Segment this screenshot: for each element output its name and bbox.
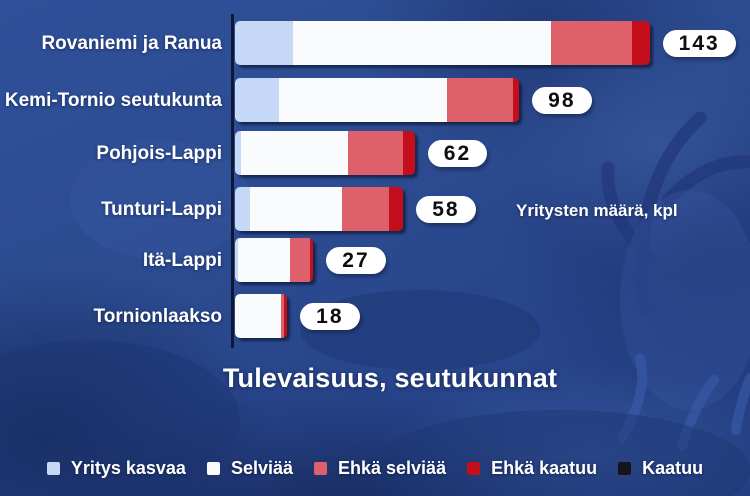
bar-and-badge: 58	[235, 187, 476, 231]
value-badge: 62	[427, 139, 488, 167]
axis-baseline	[231, 14, 234, 348]
bar-segment-selvi-	[293, 21, 552, 65]
value-badge: 27	[326, 246, 386, 274]
legend-label: Yritys kasvaa	[70, 458, 186, 478]
category-label: Rovaniemi ja Ranua	[41, 32, 222, 54]
bar-segment-yritys-kasvaa	[235, 131, 241, 175]
legend-item: Kaatuu	[618, 459, 703, 477]
bar-segment-selvi-	[237, 238, 291, 282]
bar-segment-ehk-selvi-	[290, 238, 311, 282]
legend-item: Yritys kasvaa	[46, 458, 186, 478]
legend-item: Ehkä selviää	[314, 459, 446, 477]
bar-segment-selvi-	[240, 131, 349, 175]
stacked-bar	[235, 187, 404, 231]
value-badge: 98	[532, 86, 592, 114]
bar-row: Itä-Lappi 27	[0, 238, 750, 282]
bar-and-badge: 98	[235, 78, 592, 122]
bar-row: Tunturi-Lappi 58	[0, 187, 750, 231]
category-label: Tunturi-Lappi	[100, 198, 222, 220]
bar-segment-yritys-kasvaa	[235, 78, 279, 122]
stacked-bar	[235, 78, 520, 122]
legend-swatch-icon	[46, 461, 60, 475]
bar-segment-ehk-selvi-	[348, 131, 404, 175]
bar-and-badge: 62	[235, 131, 488, 175]
legend-swatch-icon	[467, 461, 481, 475]
value-badge: 58	[416, 195, 476, 223]
bar-segment-ehk-kaatuu	[403, 131, 415, 175]
bar-segment-ehk-selvi-	[446, 78, 514, 122]
bar-segment-ehk-kaatuu	[310, 238, 314, 282]
legend-item: Selviää	[206, 458, 293, 478]
bar-row: Rovaniemi ja Ranua 143	[0, 21, 750, 65]
bar-segment-ehk-kaatuu	[513, 78, 520, 122]
chart-title: Tulevaisuus, seutukunnat	[222, 363, 558, 393]
value-badge: 18	[300, 302, 360, 330]
category-label: Kemi-Tornio seutukunta	[4, 89, 222, 111]
stacked-bar	[235, 238, 314, 282]
bar-segment-selvi-	[278, 78, 447, 122]
bar-row: Tornionlaakso 18	[0, 294, 750, 338]
bar-and-badge: 18	[235, 294, 360, 338]
bar-segment-ehk-selvi-	[551, 21, 633, 65]
bar-segment-yritys-kasvaa	[235, 187, 250, 231]
legend-item: Ehkä kaatuu	[467, 459, 597, 477]
bar-row: Pohjois-Lappi 62	[0, 131, 750, 175]
legend-label: Selviää	[230, 458, 293, 478]
category-label: Itä-Lappi	[142, 249, 222, 271]
category-label: Tornionlaakso	[93, 305, 222, 327]
bar-segment-ehk-selvi-	[342, 187, 389, 231]
legend-swatch-icon	[618, 461, 632, 475]
bar-segment-selvi-	[249, 187, 343, 231]
bar-segment-ehk-selvi-	[281, 294, 285, 338]
stacked-bar	[235, 21, 650, 65]
bar-and-badge: 143	[235, 21, 736, 65]
legend: Yritys kasvaa Selviää Ehkä selviää Ehkä kaa…	[0, 459, 750, 477]
bar-segment-yritys-kasvaa	[235, 21, 293, 65]
legend-label: Ehkä selviää	[338, 458, 447, 478]
bar-segment-selvi-	[235, 294, 282, 338]
bar-row: Kemi-Tornio seutukunta 98	[0, 78, 750, 122]
bar-segment-yritys-kasvaa	[235, 238, 238, 282]
legend-label: Kaatuu	[642, 458, 704, 478]
category-label: Pohjois-Lappi	[96, 142, 222, 164]
stacked-bar	[235, 131, 415, 175]
legend-swatch-icon	[314, 461, 327, 475]
value-badge: 143	[662, 29, 736, 57]
bar-segment-ehk-kaatuu	[632, 21, 650, 65]
bar-segment-ehk-kaatuu	[388, 187, 404, 231]
bar-and-badge: 27	[235, 238, 386, 282]
legend-label: Ehkä kaatuu	[491, 458, 598, 478]
stacked-bar	[235, 294, 288, 338]
bar-segment-ehk-kaatuu	[284, 294, 288, 338]
legend-swatch-icon	[206, 461, 220, 475]
value-axis-note: Yritysten määrä, kpl	[516, 201, 678, 220]
